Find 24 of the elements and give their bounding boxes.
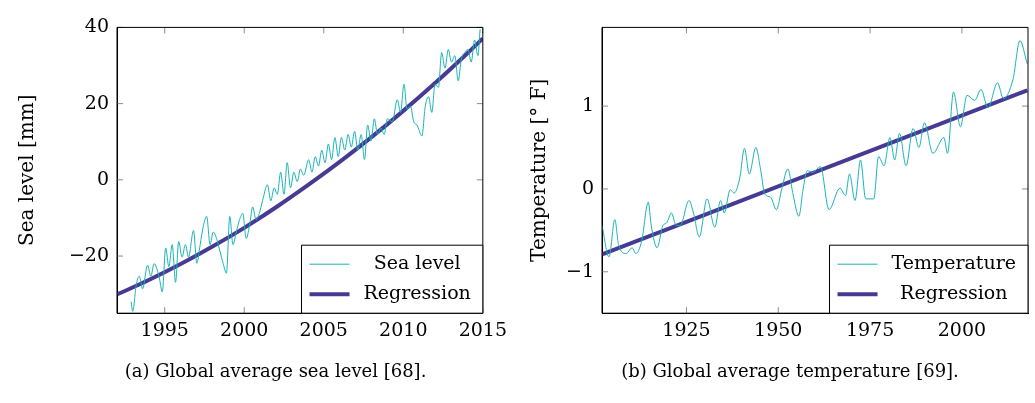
x-tick-label: 2000 (220, 317, 269, 340)
legend-label: Temperature (891, 251, 1017, 274)
y-tick-label: 20 (84, 90, 109, 113)
y-tick-label: −1 (565, 258, 594, 281)
x-tick-label: 2015 (458, 317, 507, 340)
y-axis-title: Temperature [° F] (526, 78, 551, 262)
x-tick-label: 1995 (140, 317, 189, 340)
y-tick-label: 0 (96, 166, 109, 189)
x-tick-label: 2010 (379, 317, 428, 340)
x-tick-label: 1950 (754, 317, 803, 340)
y-axis-title: Sea level [mm] (14, 94, 39, 247)
y-tick-label: −20 (68, 242, 109, 265)
legend-label: Regression (363, 281, 471, 304)
y-tick-label: 0 (581, 175, 594, 198)
text: (a) Global average sea level [68]. (123, 360, 427, 381)
legend-label: Sea level (373, 251, 461, 274)
x-tick-label: 2000 (937, 317, 987, 340)
y-tick-label: 1 (581, 93, 594, 116)
x-tick-label: 2005 (299, 317, 348, 340)
text: (b) Global average temperature [69]. (620, 360, 959, 381)
legend-label: Regression (900, 281, 1008, 304)
x-tick-label: 1975 (845, 317, 895, 340)
y-tick-label: 40 (84, 14, 109, 37)
x-tick-label: 1925 (662, 317, 711, 340)
